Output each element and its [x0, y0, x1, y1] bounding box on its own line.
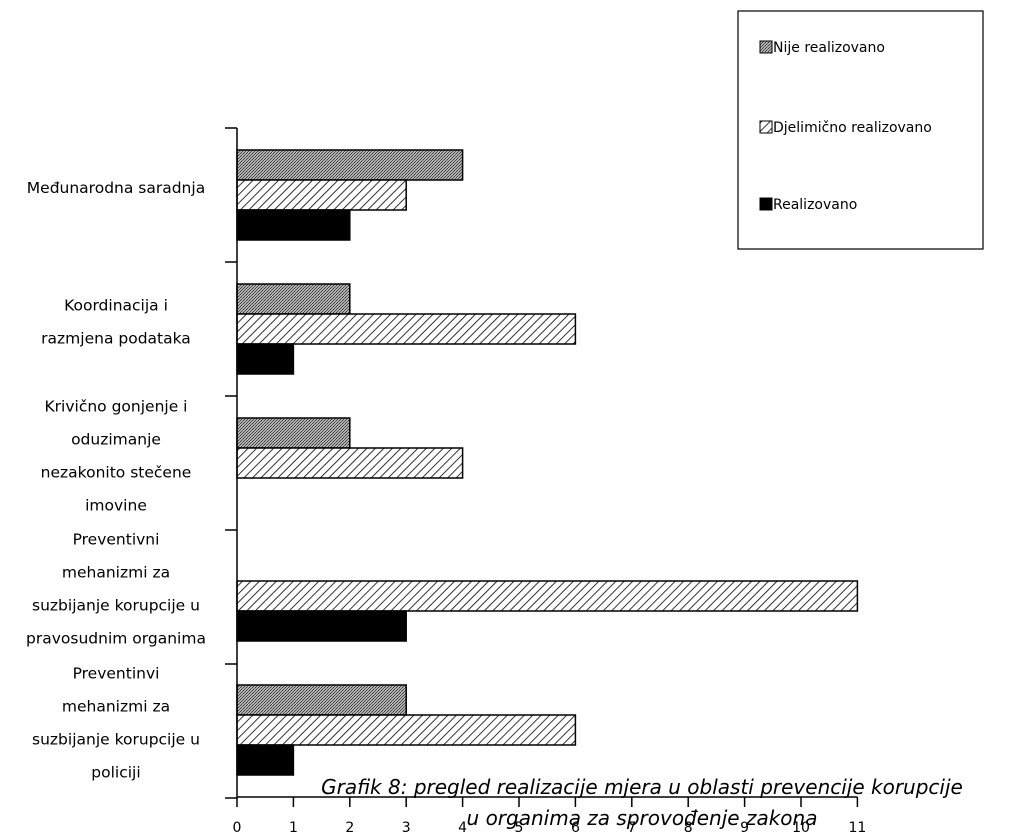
- category-label-line: Preventinvi: [73, 665, 160, 683]
- x-tick-label-7: 7: [627, 820, 636, 834]
- category-label-3: Preventivni mehanizmi za suzbijanje korupc…: [26, 531, 206, 648]
- bars-layer: [236, 149, 859, 776]
- category-label-1: Koordinacija i razmjena podataka: [41, 297, 191, 348]
- bar-nije-realizovano-1: [236, 283, 351, 315]
- bar-realizovano-1: [236, 343, 295, 375]
- x-tick-label-5: 5: [515, 820, 524, 834]
- category-label-line: imovine: [85, 497, 147, 515]
- legend-swatch-1: [759, 120, 773, 134]
- x-tick-label-3: 3: [402, 820, 411, 834]
- legend-label-2: Realizovano: [773, 197, 857, 213]
- category-label-line: mehanizmi za: [62, 698, 170, 716]
- bar-djelimicno-realizovano-1: [236, 313, 577, 345]
- x-tick-label-10: 10: [792, 820, 810, 834]
- legend-label-0: Nije realizovano: [773, 40, 885, 56]
- legend: Nije realizovano Djelimično realizovano Re…: [737, 10, 984, 250]
- bar-djelimicno-realizovano-4: [236, 714, 577, 746]
- category-label-line: Krivično gonjenje i: [45, 398, 188, 416]
- x-tick-label-8: 8: [684, 820, 693, 834]
- category-label-line: Preventivni: [73, 531, 160, 549]
- x-tick-labels: 0 1 2 3 4 5 6 7 8 9 10 11: [233, 820, 867, 834]
- bar-djelimicno-realizovano-3: [236, 580, 859, 612]
- chart-caption: Grafik 8: pregled realizacije mjera u ob…: [321, 775, 963, 830]
- category-label-line: mehanizmi za: [62, 564, 170, 582]
- x-tick-label-9: 9: [740, 820, 749, 834]
- legend-box: [737, 10, 984, 250]
- x-tick-label-1: 1: [289, 820, 298, 834]
- category-label-line: suzbijanje korupcije u: [32, 731, 200, 749]
- bar-nije-realizovano-4: [236, 684, 407, 716]
- bar-realizovano-0: [236, 209, 351, 241]
- caption-line-2: u organima za sprovođenje zakona: [467, 806, 818, 830]
- category-label-line: suzbijanje korupcije u: [32, 597, 200, 615]
- x-tick-label-11: 11: [848, 820, 866, 834]
- x-tick-label-0: 0: [233, 820, 242, 834]
- bar-realizovano-4: [236, 744, 295, 776]
- category-label-2: Krivično gonjenje i oduzimanje nezakonito …: [41, 398, 192, 515]
- bar-djelimicno-realizovano-2: [236, 447, 464, 479]
- bar-realizovano-3: [236, 610, 407, 642]
- bar-djelimicno-realizovano-0: [236, 179, 407, 211]
- bar-nije-realizovano-0: [236, 149, 464, 181]
- caption-line-1: Grafik 8: pregled realizacije mjera u ob…: [321, 775, 963, 799]
- category-label-4: Preventinvi mehanizmi za suzbijanje korupc…: [32, 665, 200, 782]
- legend-label-1: Djelimično realizovano: [773, 120, 932, 136]
- bar-nije-realizovano-2: [236, 417, 351, 449]
- category-label-line: pravosudnim organima: [26, 630, 206, 648]
- legend-swatch-2: [759, 197, 773, 211]
- category-label-line: nezakonito stečene: [41, 464, 192, 482]
- category-label-line: policiji: [91, 764, 140, 782]
- category-label-line: oduzimanje: [71, 431, 161, 449]
- x-tick-label-2: 2: [345, 820, 354, 834]
- category-label-line: razmjena podataka: [41, 330, 191, 348]
- category-label-0: Međunarodna saradnja: [27, 179, 205, 197]
- x-tick-label-6: 6: [571, 820, 580, 834]
- x-tick-label-4: 4: [458, 820, 467, 834]
- legend-swatch-0: [759, 40, 773, 54]
- category-labels: Međunarodna saradnja Koordinacija i razmje…: [26, 179, 206, 782]
- category-label-line: Koordinacija i: [64, 297, 168, 315]
- axis-layer: [225, 127, 859, 807]
- category-label-line: Međunarodna saradnja: [27, 179, 205, 197]
